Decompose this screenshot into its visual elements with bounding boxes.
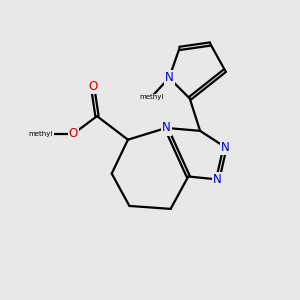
Text: O: O <box>69 127 78 140</box>
Text: methyl: methyl <box>29 131 53 137</box>
Text: methyl: methyl <box>139 94 164 100</box>
Text: N: N <box>162 122 171 134</box>
Text: N: N <box>165 71 173 84</box>
Text: O: O <box>88 80 97 93</box>
Text: N: N <box>221 141 230 154</box>
Text: N: N <box>213 173 222 186</box>
